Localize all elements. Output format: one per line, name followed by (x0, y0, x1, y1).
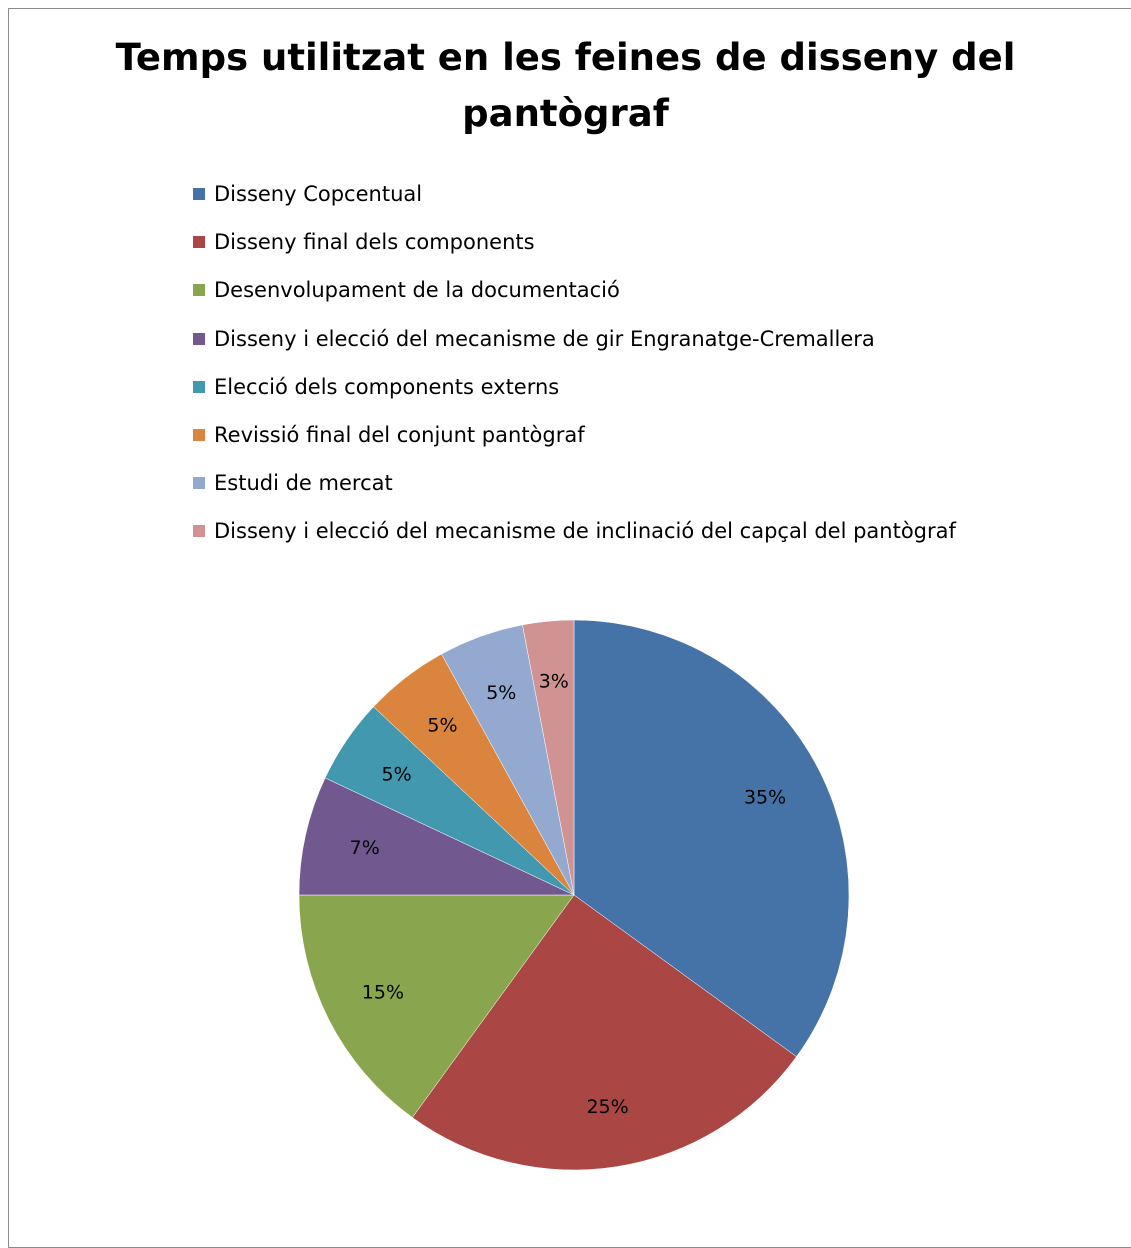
legend-item: Disseny i elecció del mecanisme de incli… (193, 507, 956, 555)
legend-label: Disseny i elecció del mecanisme de gir E… (214, 326, 875, 351)
pie-slice (298, 894, 575, 1118)
legend-swatch (193, 477, 205, 490)
legend-label: Estudi de mercat (214, 471, 393, 496)
legend-label: Elecció dels components externs (214, 374, 560, 399)
legend-label: Disseny final dels components (214, 230, 535, 255)
legend-swatch (193, 525, 205, 538)
data-label: 5% (427, 715, 457, 737)
legend-swatch (193, 236, 205, 249)
legend-item: Elecció dels components externs (193, 363, 956, 411)
legend-label: Disseny i elecció del mecanisme de incli… (214, 519, 956, 544)
legend-swatch (193, 284, 205, 297)
data-label: 25% (586, 1096, 628, 1118)
legend-item: Revissió final del conjunt pantògraf (193, 411, 956, 459)
legend-item: Estudi de mercat (193, 459, 956, 507)
legend-label: Disseny Copcentual (214, 182, 423, 207)
legend: Disseny Copcentual Disseny final dels com… (193, 170, 956, 556)
chart-title: Temps utilitzat en les feines de disseny… (115, 36, 1016, 135)
data-label: 7% (350, 837, 380, 859)
data-label: 5% (486, 682, 516, 704)
legend-item: Disseny i elecció del mecanisme de gir E… (193, 315, 956, 363)
legend-item: Desenvolupament de la documentació (193, 266, 956, 314)
legend-label: Revissió final del conjunt pantògraf (214, 423, 585, 448)
data-label: 15% (362, 981, 404, 1003)
legend-item: Disseny Copcentual (193, 170, 956, 218)
legend-label: Desenvolupament de la documentació (214, 278, 620, 303)
legend-item: Disseny final dels components (193, 218, 956, 266)
data-label: 35% (744, 787, 786, 809)
data-label: 5% (382, 763, 412, 785)
pie-slice (298, 777, 575, 896)
legend-swatch (193, 429, 205, 442)
legend-swatch (193, 188, 205, 201)
legend-swatch (193, 332, 205, 345)
data-label: 3% (539, 671, 569, 693)
legend-swatch (193, 380, 205, 393)
pie-slice (573, 619, 850, 1057)
pie-slice (522, 619, 575, 896)
pie-slice (412, 894, 797, 1171)
